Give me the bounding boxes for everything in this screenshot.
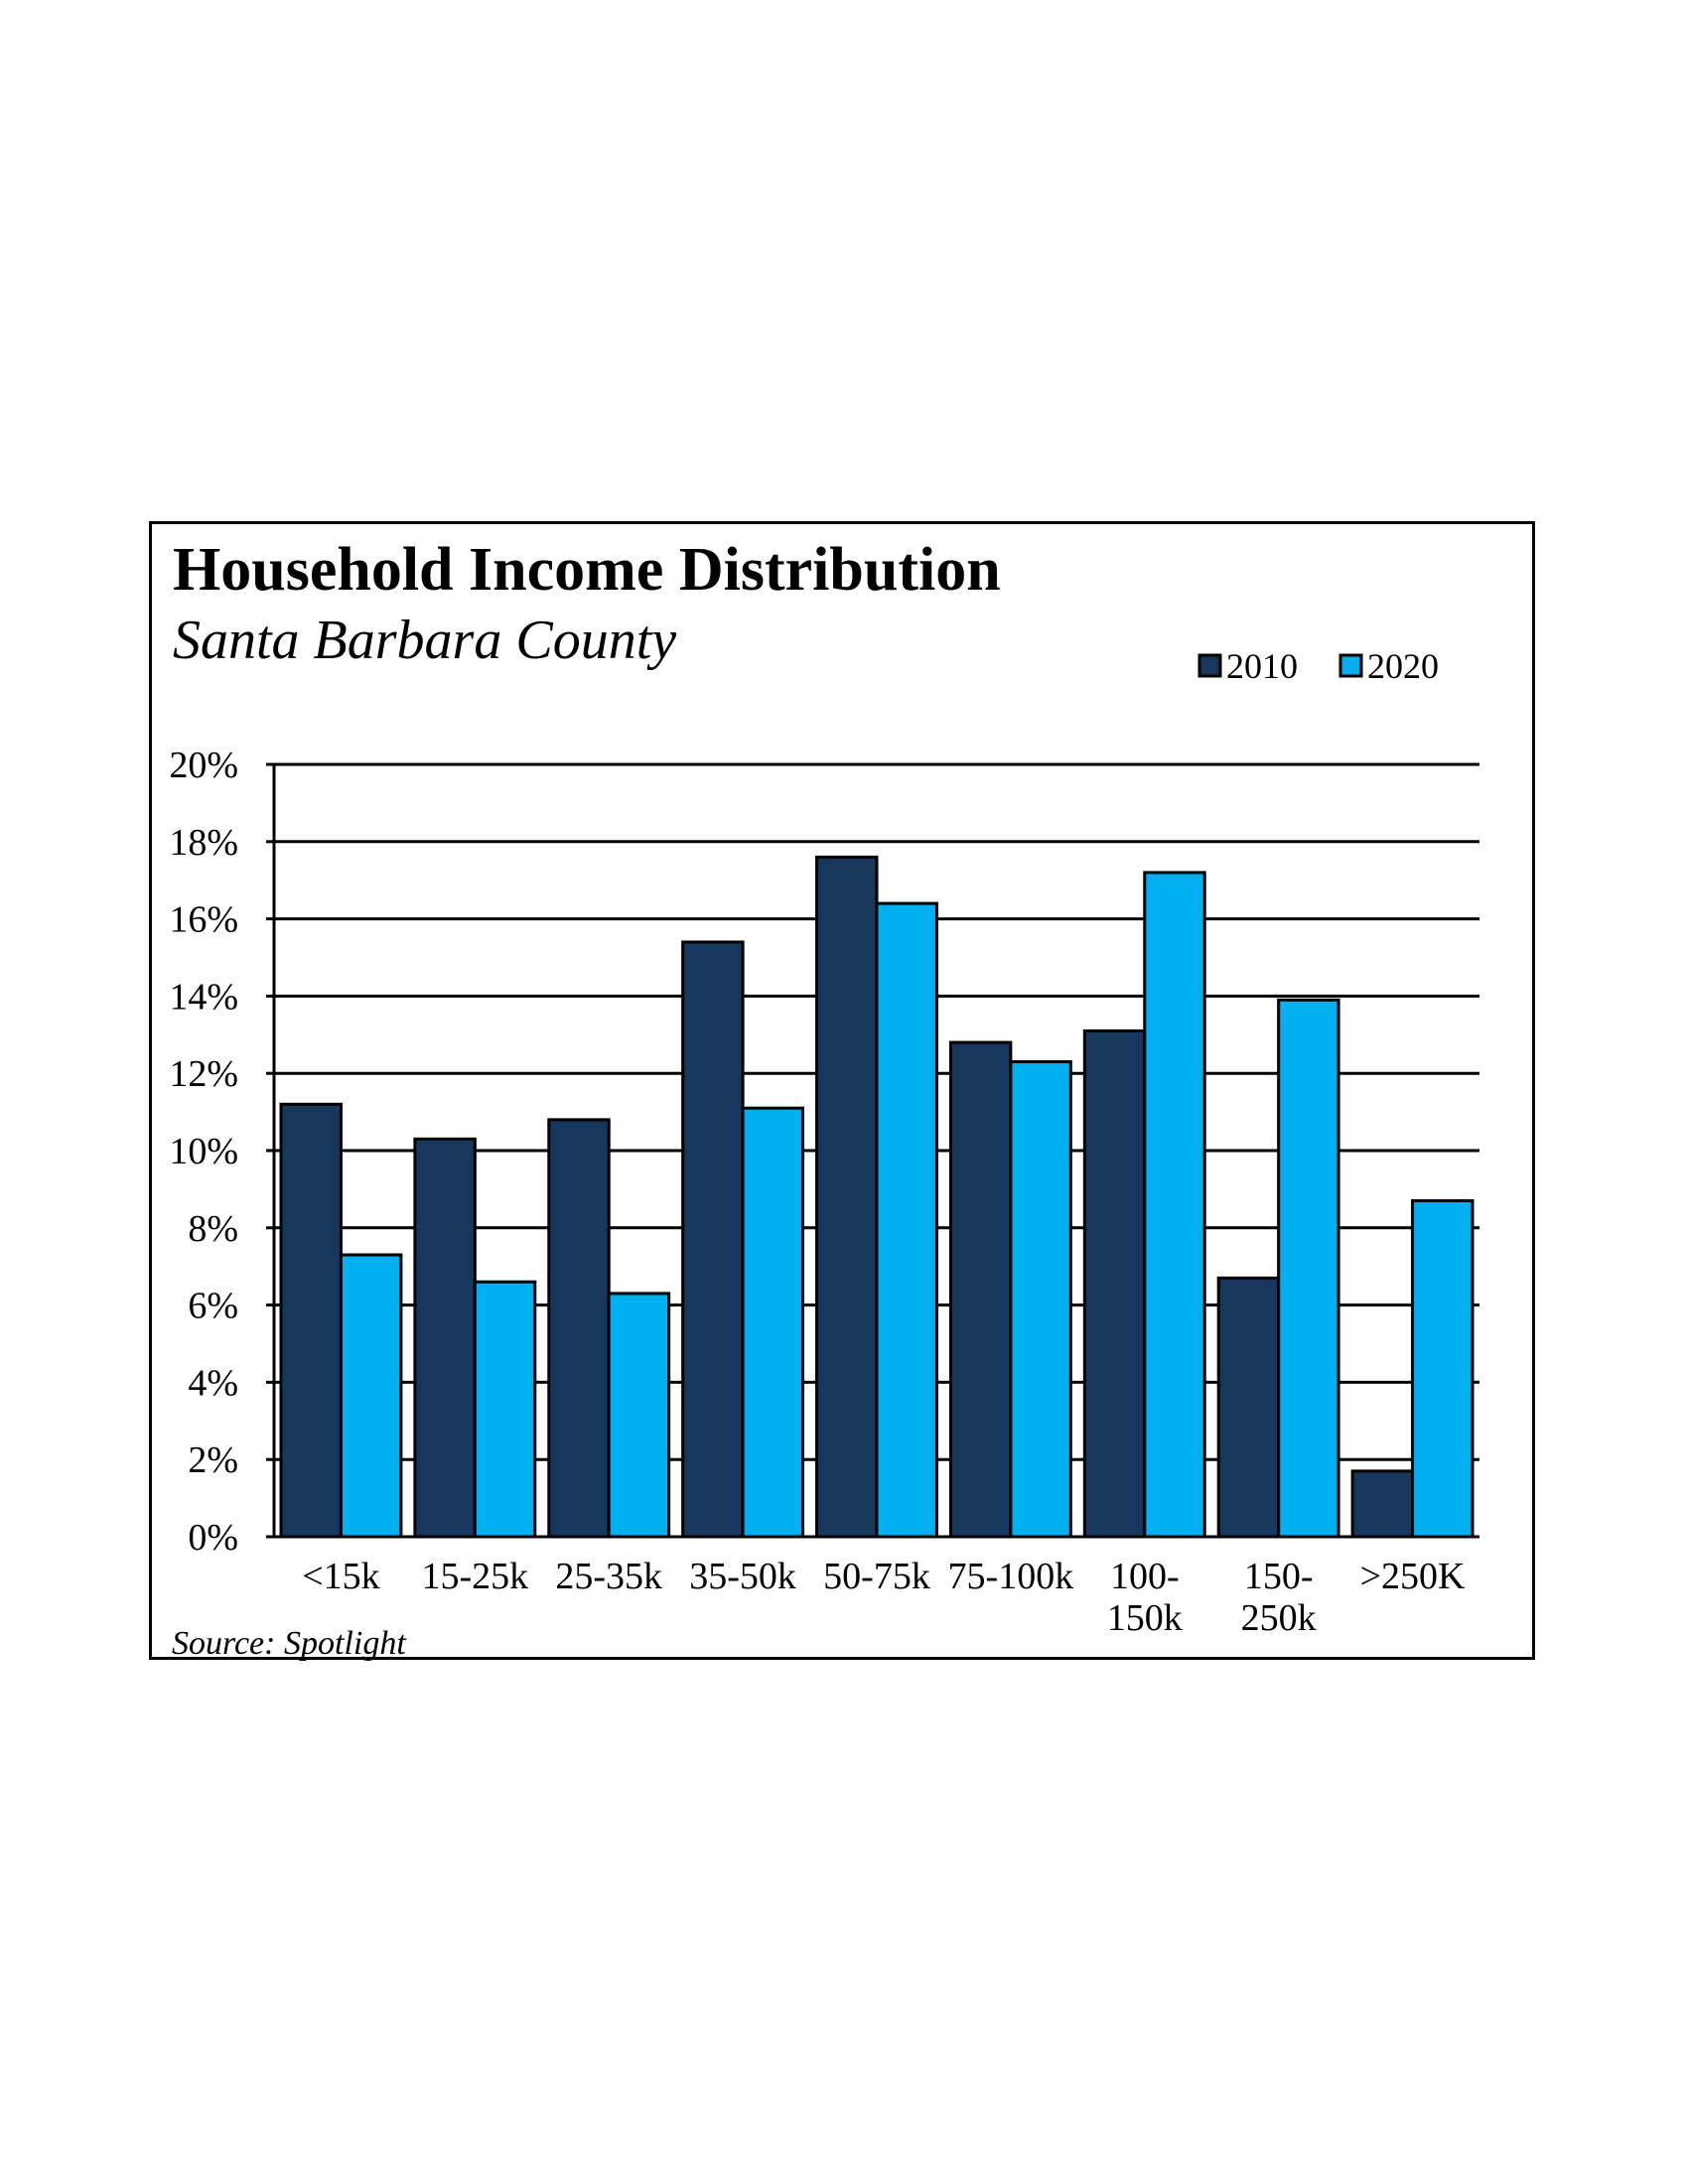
bar-2010-0 [279,1102,343,1539]
x-tick-label-line: 100- [1110,1556,1180,1597]
legend-swatch-2020 [1338,653,1363,678]
x-tick-label: 100-150k [1107,1556,1183,1639]
bar-2010-3 [681,940,745,1539]
chart-subtitle: Santa Barbara County [173,610,677,671]
bar-2010-6 [1082,1028,1147,1539]
y-tick-label: 10% [169,1131,238,1172]
bar-2020-8 [1411,1199,1475,1539]
bar-2020-3 [741,1106,805,1539]
y-tick-label: 18% [169,822,238,864]
x-tick-label-line: 150k [1107,1597,1183,1639]
x-tick-label-line: 75-100k [948,1556,1074,1597]
x-tick-label: 15-25k [422,1556,529,1597]
x-tick-label-line: 25-35k [555,1556,662,1597]
bar-2020-5 [1009,1060,1072,1539]
bar-2010-5 [948,1040,1013,1539]
x-tick-label: 150-250k [1241,1556,1317,1639]
source-note: Source: Spotlight [172,1625,406,1662]
bar-2020-6 [1143,871,1206,1539]
bar-2010-8 [1350,1469,1415,1539]
x-tick-label: >250K [1360,1556,1466,1597]
x-tick-label-line: 50-75k [823,1556,930,1597]
chart-frame [149,521,1535,1660]
y-tick-label: 12% [169,1053,238,1095]
y-axis-ticks: 0% 2% 4% 6% 8% 10% 12% 14% 16% 18% 20% [169,745,238,1559]
x-tick-label-line: 15-25k [422,1556,529,1597]
axes [266,762,1479,1539]
legend-swatch-2010 [1197,653,1222,678]
x-axis-ticks: <15k 15-25k 25-35k 35-50k 50-75k 75-100k 100-1… [302,1556,1466,1639]
y-tick-label: 2% [188,1439,238,1481]
y-tick-label: 4% [188,1362,238,1404]
legend: 2010 2020 [1197,646,1439,686]
bar-2020-2 [607,1292,671,1539]
y-tick-label: 20% [169,745,238,786]
chart-title: Household Income Distribution [173,536,1001,604]
bars [279,855,1475,1539]
bar-2010-7 [1216,1276,1281,1539]
x-tick-label: 25-35k [555,1556,662,1597]
bar-2020-7 [1277,998,1340,1539]
y-tick-label: 16% [169,899,238,941]
y-tick-label: 6% [188,1286,238,1327]
x-tick-label-line: 150- [1244,1556,1314,1597]
bar-2010-1 [413,1137,477,1539]
y-tick-label: 8% [188,1208,238,1250]
y-tick-label: 0% [188,1517,238,1559]
bar-2020-1 [473,1280,537,1539]
x-tick-label-line: >250K [1360,1556,1466,1597]
bar-2010-4 [815,855,879,1539]
y-tick-label: 14% [169,976,238,1018]
x-tick-label-line: <15k [302,1556,379,1597]
x-tick-label: 35-50k [689,1556,796,1597]
legend-label-2010: 2010 [1226,646,1298,686]
x-tick-label-line: 250k [1241,1597,1317,1639]
x-tick-label: 75-100k [948,1556,1074,1597]
bar-2020-0 [339,1253,403,1539]
bar-2010-2 [547,1118,611,1539]
x-tick-label: 50-75k [823,1556,930,1597]
bar-2020-4 [875,901,938,1539]
legend-label-2020: 2020 [1367,646,1439,686]
x-tick-label: <15k [302,1556,379,1597]
x-tick-label-line: 35-50k [689,1556,796,1597]
